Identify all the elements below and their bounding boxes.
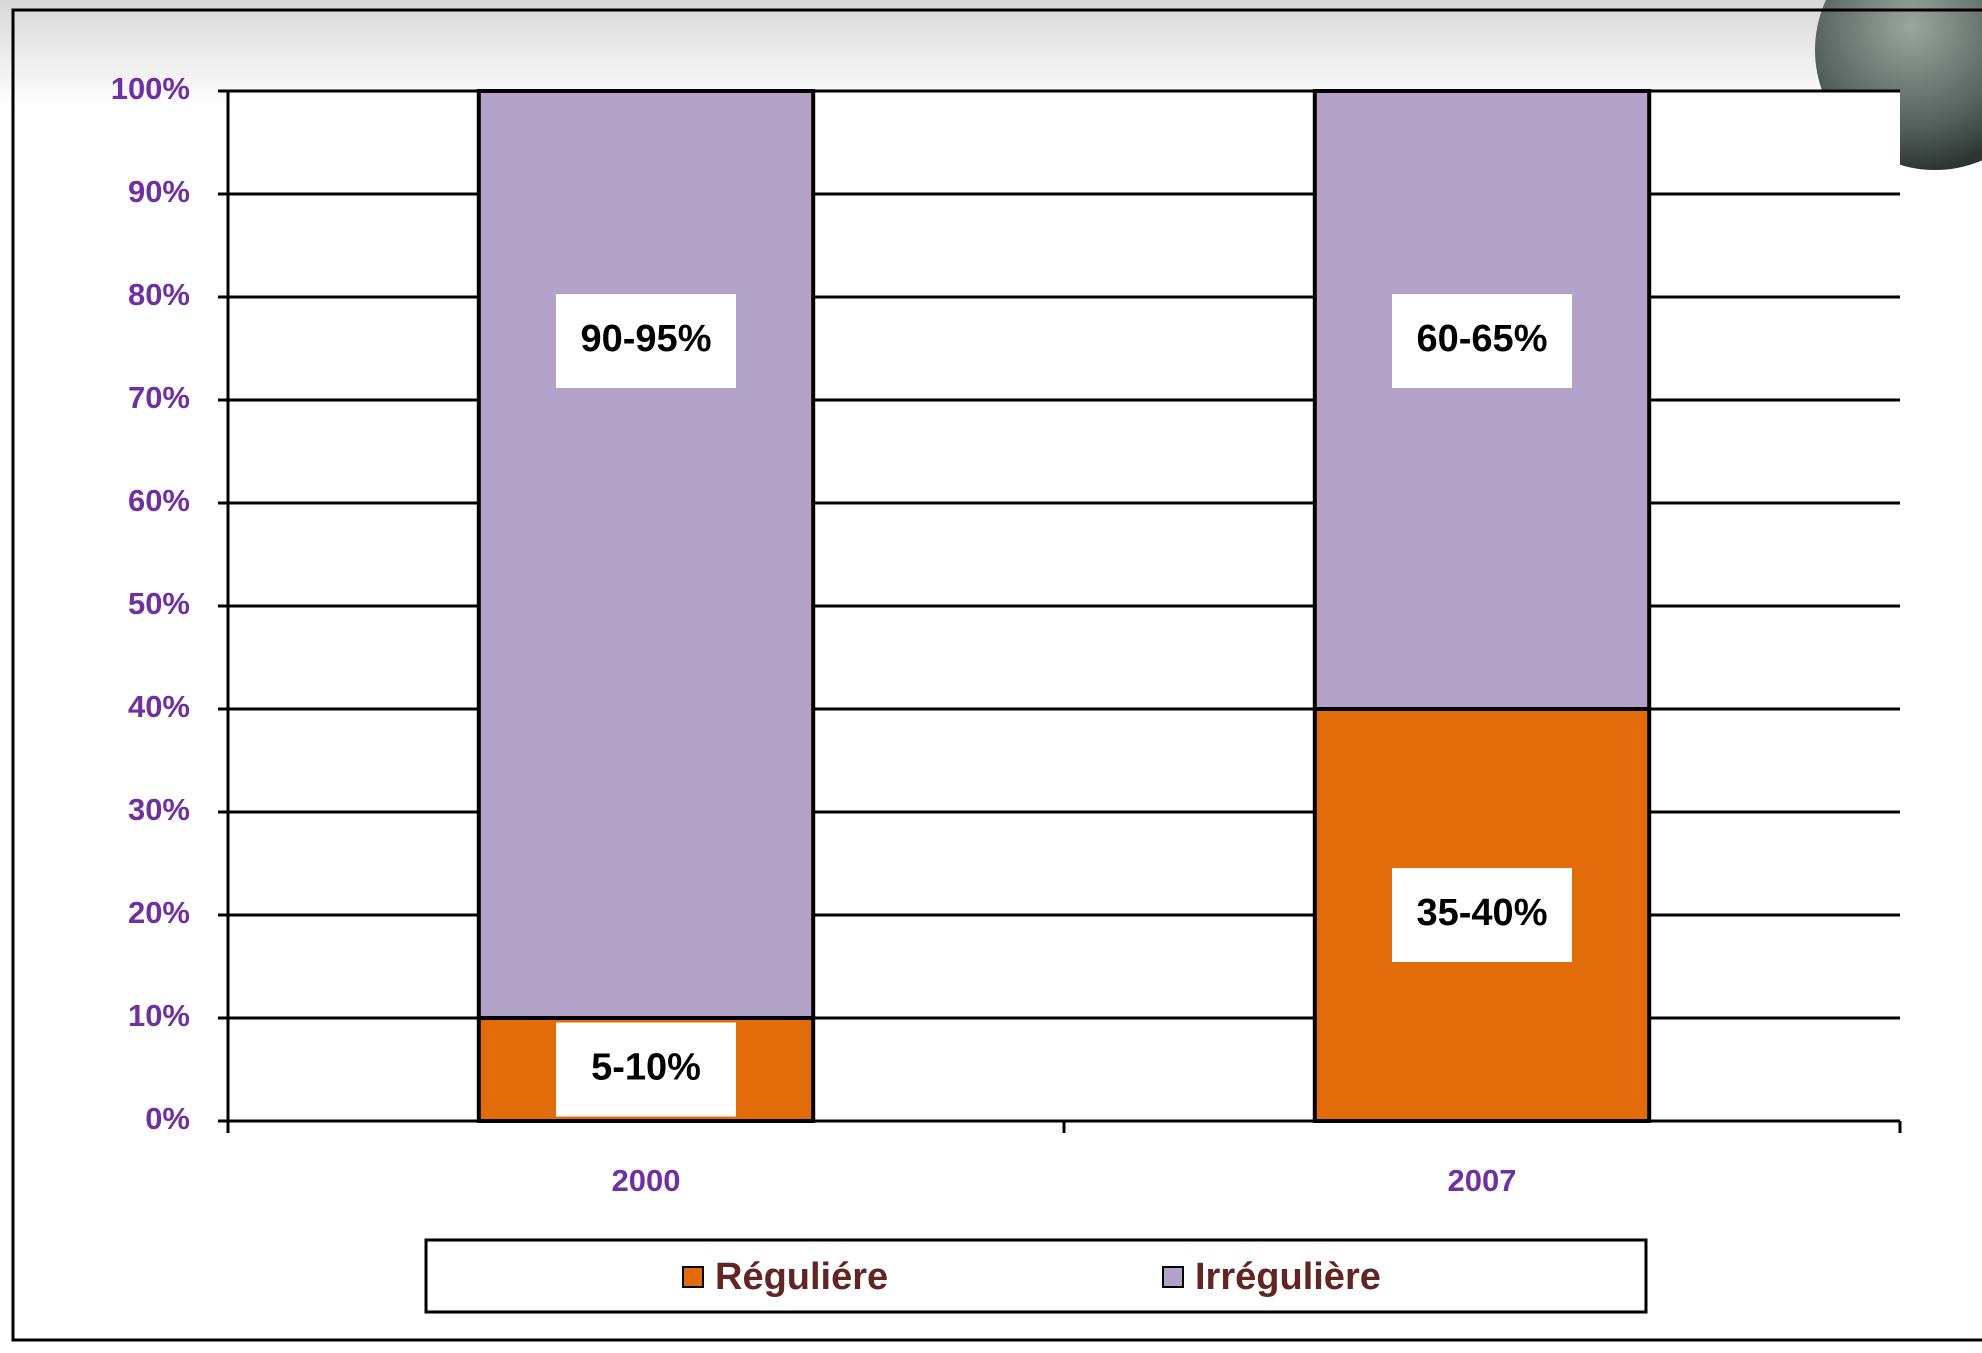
data-label: 5-10% (591, 1047, 701, 1089)
frame (11, 8, 1982, 1342)
y-tick-label: 60% (128, 483, 190, 518)
data-label-box (1392, 294, 1572, 388)
data-label-box (556, 294, 736, 388)
bar-segment (1312, 89, 1652, 711)
y-tick-label: 50% (128, 586, 190, 621)
y-tick-label: 100% (111, 71, 190, 106)
y-tick-label: 0% (145, 1101, 190, 1136)
data-label: 60-65% (1417, 318, 1548, 360)
data-label-box (1392, 868, 1572, 962)
y-tick-label: 70% (128, 380, 190, 415)
y-tick-label: 90% (128, 174, 190, 209)
x-tick-label: 2007 (1448, 1163, 1517, 1198)
bar-segment (476, 89, 816, 1020)
legend-label: Irrégulière (1195, 1256, 1381, 1298)
legend-swatch (1162, 1266, 1184, 1288)
x-tick-label: 2000 (612, 1163, 681, 1198)
y-tick-label: 30% (128, 792, 190, 827)
legend-swatch (682, 1266, 704, 1288)
y-tick-label: 10% (128, 998, 190, 1033)
data-label: 35-40% (1417, 892, 1548, 934)
y-tick-label: 40% (128, 689, 190, 724)
data-label: 90-95% (581, 318, 712, 360)
data-label-box (556, 1022, 736, 1117)
y-tick-label: 80% (128, 277, 190, 312)
legend (424, 1238, 1648, 1314)
y-tick-label: 20% (128, 895, 190, 930)
legend-label: Réguliére (715, 1256, 888, 1298)
